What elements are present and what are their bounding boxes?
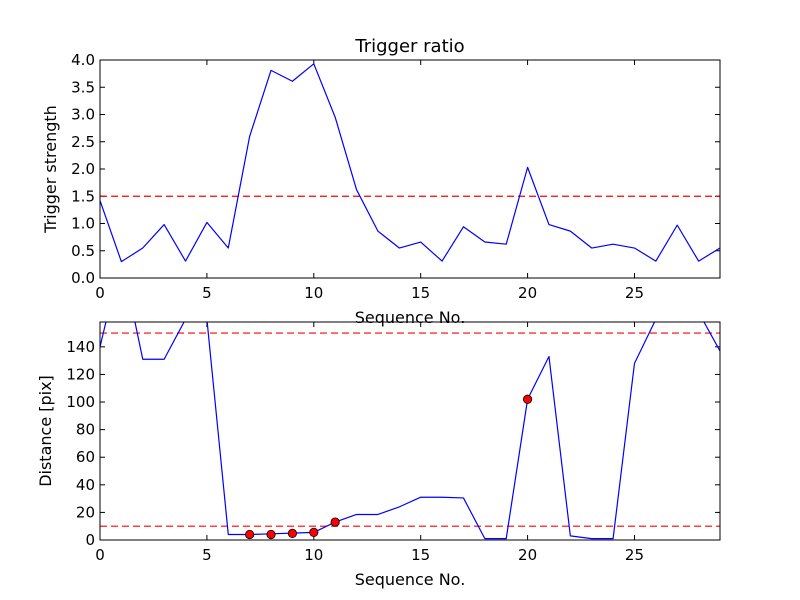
y-axis-label: Trigger strength — [41, 105, 60, 234]
data-point-marker — [245, 529, 255, 540]
y-tick-label: 40 — [76, 476, 95, 494]
y-tick-label: 0.0 — [71, 269, 95, 287]
x-tick-label: 20 — [518, 284, 537, 302]
data-point-marker — [330, 517, 340, 527]
x-tick-label: 10 — [304, 546, 323, 564]
tick-group: 0 5 10 15 20 25 0.0 0.5 1.0 1.5 2.0 2.5 3.0 3.5 4.0 — [71, 51, 720, 302]
y-tick-label: 2.5 — [71, 133, 95, 151]
series-group — [100, 322, 720, 540]
y-tick-label: 0 — [85, 531, 95, 549]
axes-frame — [99, 321, 721, 541]
x-tick-label: 10 — [304, 284, 323, 302]
y-tick-label: 0.5 — [71, 242, 95, 260]
x-tick-label: 25 — [625, 546, 644, 564]
chart-title: Trigger ratio — [354, 36, 464, 57]
y-tick-label: 1.0 — [71, 215, 95, 233]
distance-plot: Distance [pix] Sequence No. 0 5 10 15 20 25 0 2… — [36, 321, 721, 589]
y-axis-label: Distance [pix] — [36, 375, 55, 487]
y-tick-label: 3.5 — [71, 78, 95, 96]
axes-frame — [99, 59, 721, 279]
x-tick-label: 0 — [95, 284, 105, 302]
x-tick-label: 15 — [411, 546, 430, 564]
tick-group: 0 5 10 15 20 25 0 20 40 60 80 100 120 140 — [66, 322, 720, 564]
x-axis-label: Sequence No. — [355, 308, 466, 327]
y-tick-label: 20 — [76, 503, 95, 521]
y-tick-label: 80 — [76, 421, 95, 439]
y-tick-label: 1.5 — [71, 187, 95, 205]
x-axis-label: Sequence No. — [355, 570, 466, 589]
y-tick-label: 4.0 — [71, 51, 95, 69]
x-tick-label: 0 — [95, 546, 105, 564]
data-point-marker — [309, 527, 319, 538]
y-tick-label: 120 — [66, 365, 95, 383]
y-tick-label: 3.0 — [71, 106, 95, 124]
y-tick-label: 2.0 — [71, 160, 95, 178]
y-tick-label: 100 — [66, 393, 95, 411]
x-tick-label: 25 — [625, 284, 644, 302]
series-line — [100, 322, 720, 540]
series-group — [100, 63, 720, 263]
y-tick-label: 140 — [66, 338, 95, 356]
marker-group — [245, 394, 533, 540]
data-point-marker — [287, 528, 298, 538]
x-tick-label: 5 — [202, 284, 212, 302]
y-tick-label: 60 — [76, 448, 95, 466]
threshold-lines — [100, 332, 720, 527]
data-point-marker — [266, 529, 276, 540]
x-tick-label: 15 — [411, 284, 430, 302]
x-tick-label: 20 — [518, 546, 537, 564]
data-point-marker — [522, 394, 533, 404]
series-line — [100, 63, 720, 263]
x-tick-label: 5 — [202, 546, 212, 564]
